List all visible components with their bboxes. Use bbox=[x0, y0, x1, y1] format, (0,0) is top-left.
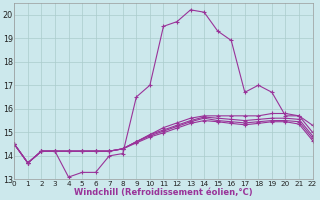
X-axis label: Windchill (Refroidissement éolien,°C): Windchill (Refroidissement éolien,°C) bbox=[74, 188, 253, 197]
